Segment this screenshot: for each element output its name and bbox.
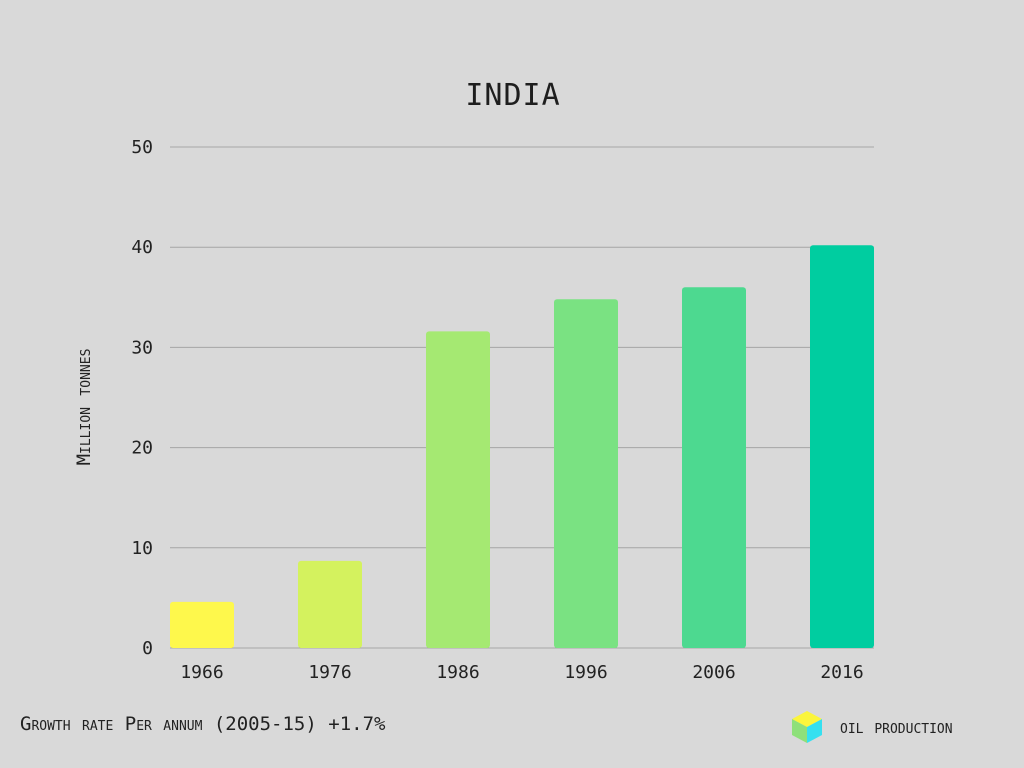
brand-label: oil production bbox=[840, 716, 953, 738]
bar-1996 bbox=[554, 299, 618, 648]
x-tick-label: 2016 bbox=[820, 662, 863, 683]
bar-1986 bbox=[426, 331, 490, 648]
y-tick-label: 40 bbox=[131, 237, 153, 258]
growth-rate-note: Growth rate Per annum (2005-15) +1.7% bbox=[20, 713, 386, 735]
bar-1966 bbox=[170, 601, 234, 648]
y-tick-labels: 0 10 20 30 40 50 bbox=[131, 137, 153, 659]
x-tick-label: 1996 bbox=[564, 662, 607, 683]
footer-brand: oil production bbox=[790, 709, 953, 745]
y-tick-label: 30 bbox=[131, 337, 153, 358]
bar-1976 bbox=[298, 560, 362, 648]
x-tick-labels: 1966 1976 1986 1996 2006 2016 bbox=[180, 662, 863, 683]
gridlines bbox=[170, 146, 874, 649]
y-tick-label: 20 bbox=[131, 438, 153, 459]
x-tick-label: 1966 bbox=[180, 662, 223, 683]
bars bbox=[170, 245, 874, 649]
y-tick-label: 50 bbox=[131, 137, 153, 158]
y-tick-label: 0 bbox=[142, 638, 153, 659]
x-tick-label: 2006 bbox=[692, 662, 735, 683]
chart-title: INDIA bbox=[465, 78, 561, 113]
bar-2006 bbox=[682, 287, 746, 648]
cube-icon bbox=[792, 711, 822, 743]
x-tick-label: 1986 bbox=[436, 662, 479, 683]
x-tick-label: 1976 bbox=[308, 662, 351, 683]
y-tick-label: 10 bbox=[131, 538, 153, 559]
bar-2016 bbox=[810, 245, 874, 649]
